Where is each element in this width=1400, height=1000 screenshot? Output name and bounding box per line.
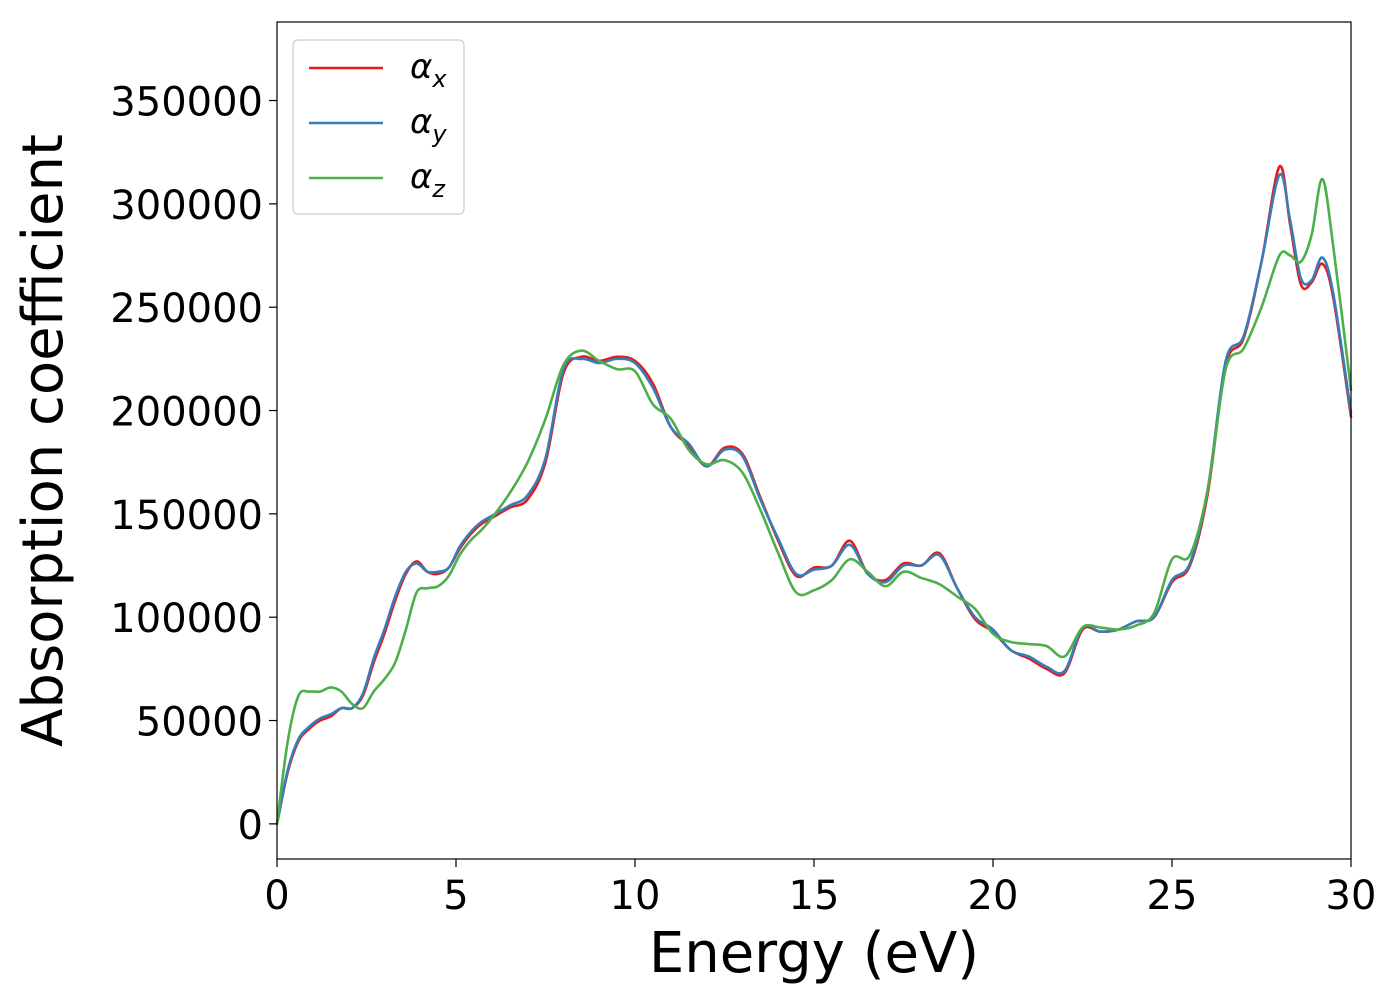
- x-tick-label: 5: [443, 873, 468, 919]
- x-tick-label: 10: [610, 873, 661, 919]
- legend-label-z: αz: [410, 157, 446, 203]
- legend-subscript: y: [431, 120, 447, 148]
- y-tick-label: 200000: [110, 390, 263, 436]
- x-tick-label: 20: [968, 873, 1019, 919]
- legend-subscript: z: [431, 175, 446, 203]
- x-tick-label: 30: [1326, 873, 1377, 919]
- ticks-layer: 0 5 10 15 20 25 30 0 50000 100000 150000 200000 2500…: [110, 80, 1376, 919]
- legend-box: [292, 39, 465, 215]
- legend-label-y: αy: [410, 102, 447, 148]
- legend-symbol: α: [410, 157, 432, 197]
- x-axis-title: Energy (eV): [649, 921, 979, 986]
- legend-symbol: α: [410, 47, 432, 87]
- series-line-y: [275, 172, 1353, 826]
- y-tick-label: 250000: [110, 286, 263, 332]
- series-line-x: [275, 165, 1353, 826]
- x-tick-label: 25: [1147, 873, 1198, 919]
- y-tick-label: 100000: [110, 596, 263, 642]
- y-tick-label: 50000: [136, 700, 263, 746]
- legend-symbol: α: [410, 102, 432, 142]
- series-line-z: [275, 177, 1353, 826]
- y-tick-label: 150000: [110, 493, 263, 539]
- y-tick-label: 350000: [110, 80, 263, 126]
- series-layer: [275, 165, 1353, 826]
- x-tick-label: 15: [789, 873, 840, 919]
- x-tick-label: 0: [264, 873, 289, 919]
- legend-subscript: x: [431, 65, 447, 93]
- legend-label-x: αx: [410, 47, 447, 93]
- y-tick-label: 0: [238, 803, 263, 849]
- y-tick-label: 300000: [110, 183, 263, 229]
- y-axis-title: Absorption coefficient: [11, 134, 76, 747]
